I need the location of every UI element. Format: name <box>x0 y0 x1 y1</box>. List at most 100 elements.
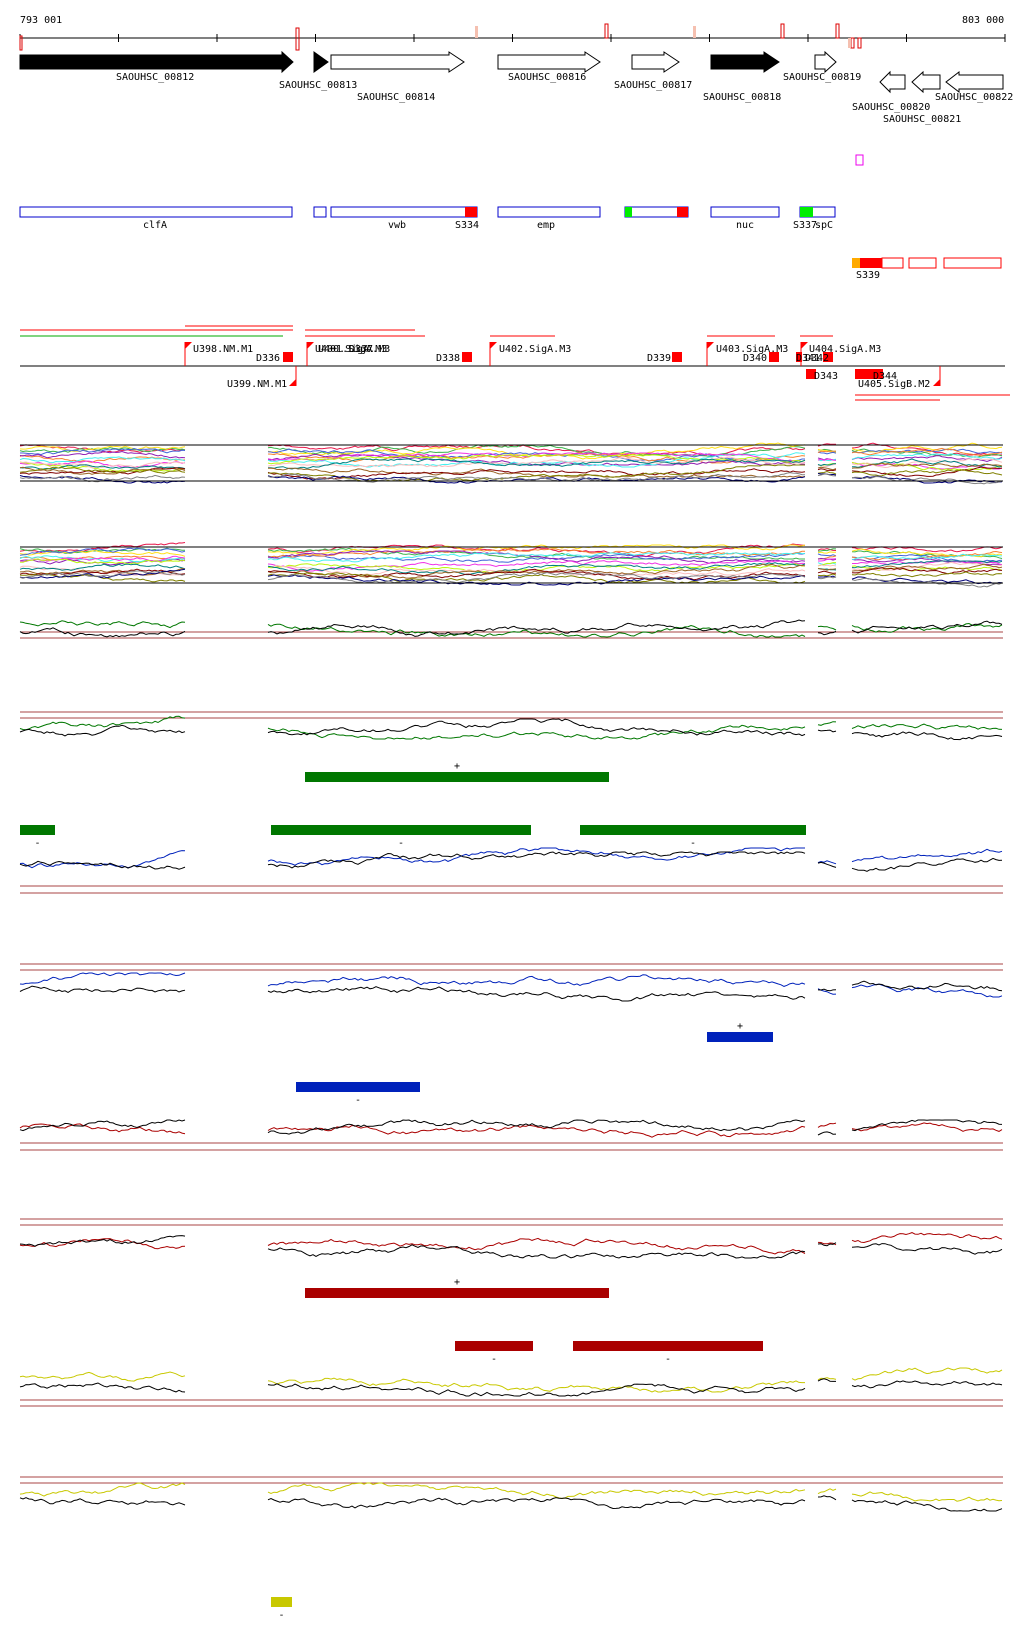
condition-trace <box>19 627 186 638</box>
gene-arrow[interactable]: SAOUHSC_00819 <box>783 50 861 83</box>
segment-sign: + <box>737 1021 743 1032</box>
overview-trace-bottom <box>851 560 1003 569</box>
tss-label: D343 <box>814 371 838 382</box>
segment-bar <box>271 1597 292 1607</box>
tss-track: U398.NM.M1 U399.NM.M1 U400.SigA.M3 U401.… <box>20 325 1010 401</box>
overview-trace-bottom <box>19 570 186 579</box>
gene-arrow[interactable]: SAOUHSC_00812 <box>19 50 294 83</box>
overview-trace-top <box>267 453 806 466</box>
gene-label: SAOUHSC_00813 <box>279 80 357 91</box>
overview-trace-top <box>19 461 186 469</box>
condition-trace <box>817 1122 837 1128</box>
condition-trace <box>851 731 1003 741</box>
condition-trace <box>851 723 1003 730</box>
condition-trace <box>851 848 1003 863</box>
overview-trace-top <box>267 454 806 465</box>
overview-trace-bottom <box>19 549 186 557</box>
overview-trace-top <box>19 474 186 483</box>
overview-trace-top <box>817 463 837 467</box>
condition-trace <box>19 724 186 737</box>
tss-label: D337 <box>349 344 373 355</box>
condition-trace <box>267 1119 806 1135</box>
overview-trace-top <box>851 466 1003 477</box>
overview-trace-top <box>817 466 837 471</box>
gene-arrow[interactable]: SAOUHSC_00814 <box>330 51 465 103</box>
condition-trace <box>817 625 837 631</box>
overview-trace-top <box>852 458 1003 468</box>
overview-trace-top <box>851 448 1003 454</box>
overview-trace-top <box>851 468 1003 477</box>
ruler-ticks <box>19 34 1006 42</box>
end-coordinate: 803 000 <box>962 15 1004 26</box>
gene-name-label: vwb <box>388 220 406 231</box>
condition-trace <box>851 1367 1003 1381</box>
condition-trace <box>851 980 1003 992</box>
overview-trace-bottom <box>19 573 186 583</box>
segment-bar <box>296 1082 420 1092</box>
condition-trace <box>817 861 837 868</box>
overview-trace-bottom <box>817 548 837 552</box>
condition-trace <box>19 1482 186 1497</box>
gene-label: SAOUHSC_00814 <box>357 92 435 103</box>
condition-trace <box>851 622 1003 633</box>
gene-arrow[interactable]: SAOUHSC_00817 <box>614 51 692 91</box>
overview-trace-top <box>817 470 837 475</box>
condition-trace <box>851 1380 1003 1389</box>
condition-trace <box>267 1383 806 1397</box>
overview-trace-bottom <box>817 553 837 557</box>
coordinate-ruler: 793 001 803 000 <box>19 15 1006 51</box>
overview-trace-bottom <box>851 561 1003 571</box>
overview-trace-bottom <box>817 576 837 580</box>
condition-trace <box>817 988 837 992</box>
overview-trace-top <box>267 456 806 468</box>
tss-label: D340 <box>743 353 767 364</box>
tss-label: U402.SigA.M3 <box>499 344 571 355</box>
overview-trace-top <box>817 473 837 477</box>
overview-trace-bottom <box>818 575 837 578</box>
segment-sign: - <box>279 1610 285 1621</box>
overview-trace-top <box>19 454 186 463</box>
gene-arrow[interactable]: SAOUHSC_00821 <box>883 70 961 125</box>
overview-trace-bottom <box>818 558 837 562</box>
condition-trace <box>19 715 186 731</box>
segment-bar <box>305 772 609 782</box>
gene-label: SAOUHSC_00821 <box>883 114 961 125</box>
condition-trace <box>817 630 837 636</box>
gene-arrow[interactable]: SAOUHSC_00822 <box>935 70 1013 103</box>
segment-sign: - <box>355 1095 361 1106</box>
condition-trace <box>267 1377 805 1393</box>
overview-trace-top <box>851 455 1003 463</box>
condition-trace <box>817 721 837 726</box>
gene-arrow[interactable]: SAOUHSC_00813 <box>279 51 357 91</box>
condition-trace <box>267 847 805 866</box>
overview-trace-bottom <box>19 568 186 579</box>
overview-trace-bottom <box>267 560 806 572</box>
overview-trace-bottom <box>852 559 1003 566</box>
overview-trace-bottom <box>851 577 1003 588</box>
overview-trace-top <box>19 466 186 474</box>
gene-arrow[interactable]: SAOUHSC_00818 <box>703 51 781 103</box>
gene-arrow[interactable]: SAOUHSC_00816 <box>497 51 601 83</box>
overview-trace-top <box>268 458 806 470</box>
overview-trace-top <box>851 462 1003 469</box>
overview-trace-bottom <box>817 551 837 554</box>
tss-label: U401.SigA.M3 <box>318 344 390 355</box>
segment-bar <box>707 1032 773 1042</box>
overview-trace-bottom <box>851 553 1003 561</box>
tss-label: U405.SigB.M2 <box>858 379 930 390</box>
overview-trace-top <box>817 450 837 453</box>
tss-label: U403.SigA.M3 <box>716 344 788 355</box>
overview-trace-top <box>19 461 186 472</box>
gene-arrow[interactable]: SAOUHSC_00820 <box>852 70 930 113</box>
condition-trace <box>267 623 806 638</box>
overview-trace-bottom <box>851 546 1003 553</box>
overview-trace-top <box>851 442 1003 456</box>
condition-trace <box>267 1497 806 1510</box>
condition-trace <box>267 1482 806 1500</box>
overview-trace-top <box>20 447 186 456</box>
overview-trace-top <box>19 445 186 452</box>
condition-trace <box>851 620 1003 634</box>
condition-trace <box>851 983 1003 998</box>
condition-trace <box>817 1488 837 1495</box>
